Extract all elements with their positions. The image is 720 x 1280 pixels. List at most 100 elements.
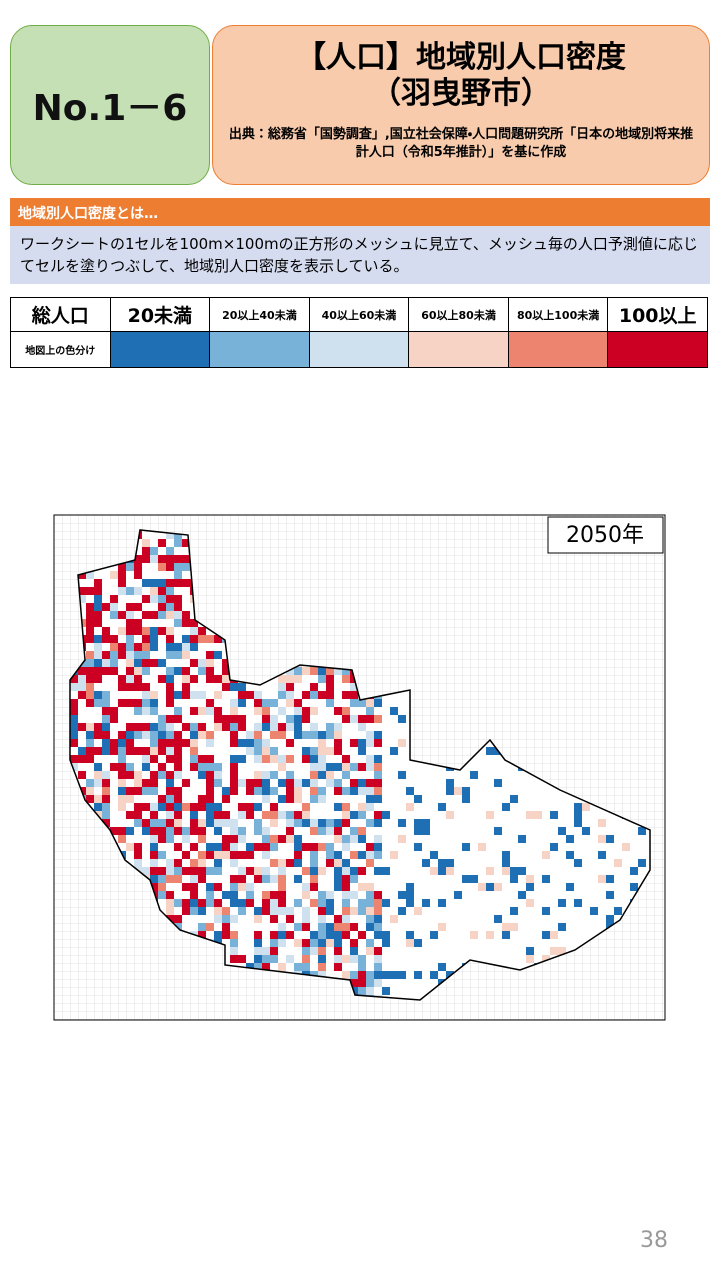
map-cell — [190, 691, 198, 699]
map-cell — [206, 779, 214, 787]
slide-number: No.1－6 — [10, 25, 210, 185]
map-cell — [78, 683, 86, 691]
map-cell — [134, 675, 142, 683]
map-cell — [238, 811, 246, 819]
map-cell — [318, 827, 326, 835]
map-cell — [374, 771, 382, 779]
map-cell — [230, 699, 238, 707]
map-cell — [86, 691, 94, 699]
map-cell — [310, 947, 318, 955]
map-cell — [206, 707, 214, 715]
map-cell — [262, 875, 270, 883]
map-cell — [150, 835, 158, 843]
map-cell — [142, 731, 150, 739]
map-cell — [166, 547, 174, 555]
map-cell — [158, 891, 166, 899]
map-cell — [270, 835, 278, 843]
map-cell — [270, 755, 278, 763]
map-cell — [318, 795, 326, 803]
map-cell — [206, 819, 214, 827]
map-cell — [542, 931, 550, 939]
map-cell — [446, 787, 454, 795]
map-cell — [278, 763, 286, 771]
map-cell — [190, 755, 198, 763]
map-cell — [366, 755, 374, 763]
map-cell — [158, 715, 166, 723]
map-cell — [118, 627, 126, 635]
map-cell — [326, 899, 334, 907]
map-cell — [318, 843, 326, 851]
legend-class-label: 100以上 — [607, 297, 708, 332]
map-cell — [230, 939, 238, 947]
map-cell — [550, 947, 558, 955]
map-cell — [286, 667, 294, 675]
map-cell — [166, 811, 174, 819]
map-cell — [318, 675, 326, 683]
map-cell — [190, 675, 198, 683]
map-cell — [150, 739, 158, 747]
map-cell — [294, 859, 302, 867]
map-cell — [206, 699, 214, 707]
map-cell — [270, 907, 278, 915]
map-cell — [342, 667, 350, 675]
map-cell — [102, 715, 110, 723]
map-cell — [110, 747, 118, 755]
map-cell — [334, 763, 342, 771]
map-cell — [94, 587, 102, 595]
map-cell — [206, 795, 214, 803]
map-cell — [334, 707, 342, 715]
map-cell — [422, 859, 430, 867]
map-cell — [166, 579, 174, 587]
map-cell — [350, 683, 358, 691]
map-cell — [302, 779, 310, 787]
map-cell — [190, 891, 198, 899]
title-box: 【人口】地域別人口密度 （羽曳野市） 出典：総務省「国勢調査」,国立社会保障・人… — [212, 25, 710, 185]
map-cell — [86, 739, 94, 747]
map-cell — [406, 891, 414, 899]
map-cell — [142, 723, 150, 731]
map-cell — [374, 907, 382, 915]
map-cell — [150, 587, 158, 595]
map-cell — [278, 891, 286, 899]
map-cell — [374, 923, 382, 931]
map-cell — [342, 787, 350, 795]
map-cell — [86, 587, 94, 595]
map-cell — [278, 883, 286, 891]
map-cell — [174, 803, 182, 811]
map-cell — [366, 699, 374, 707]
map-cell — [166, 835, 174, 843]
map-cell — [302, 819, 310, 827]
map-cell — [286, 819, 294, 827]
map-cell — [486, 747, 494, 755]
map-cell — [230, 787, 238, 795]
map-cell — [262, 851, 270, 859]
map-cell — [310, 667, 318, 675]
map-cell — [366, 891, 374, 899]
map-cell — [414, 795, 422, 803]
map-cell — [190, 875, 198, 883]
map-cell — [278, 931, 286, 939]
map-cell — [486, 931, 494, 939]
map-cell — [126, 747, 134, 755]
map-cell — [278, 939, 286, 947]
map-cell — [542, 851, 550, 859]
map-cell — [222, 715, 230, 723]
map-cell — [254, 955, 262, 963]
map-cell — [110, 667, 118, 675]
map-cell — [78, 587, 86, 595]
map-cell — [494, 779, 502, 787]
map-cell — [118, 675, 126, 683]
map-cell — [102, 819, 110, 827]
map-cell — [166, 555, 174, 563]
map-cell — [206, 923, 214, 931]
map-cell — [174, 667, 182, 675]
map-cell — [190, 659, 198, 667]
map-cell — [174, 595, 182, 603]
map-cell — [350, 739, 358, 747]
map-cell — [94, 795, 102, 803]
map-cell — [502, 867, 510, 875]
map-cell — [190, 747, 198, 755]
map-cell — [486, 867, 494, 875]
map-cell — [126, 651, 134, 659]
map-cell — [230, 859, 238, 867]
